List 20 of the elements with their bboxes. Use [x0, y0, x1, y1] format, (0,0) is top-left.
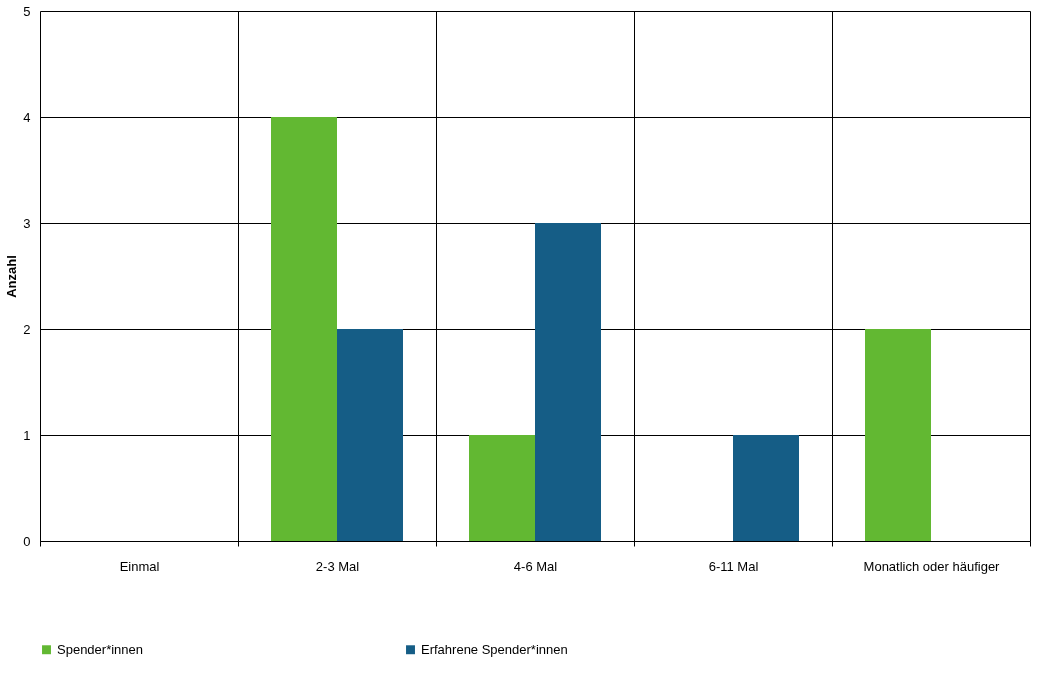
y-tick-label: 0: [23, 533, 31, 549]
x-tick-label: 2-3 Mal: [315, 558, 360, 574]
legend-label: Erfahrene Spender*innen: [421, 641, 568, 657]
bar: [733, 435, 799, 541]
y-axis-title: Anzahl: [4, 255, 20, 298]
legend-label: Spender*innen: [57, 641, 144, 657]
y-tick-label: 2: [23, 321, 31, 337]
x-tick-label: 4-6 Mal: [513, 558, 558, 574]
y-tick-label: 5: [23, 3, 31, 19]
bar: [337, 329, 403, 541]
x-tick-label: Einmal: [119, 558, 160, 574]
bar: [469, 435, 535, 541]
bar: [271, 117, 337, 541]
y-tick-label: 1: [23, 427, 31, 443]
y-tick-label: 4: [23, 109, 31, 125]
y-tick-label: 3: [23, 215, 31, 231]
bar: [865, 329, 931, 541]
bar: [535, 223, 601, 541]
x-tick-label: Monatlich oder häufiger: [863, 558, 1001, 574]
x-tick-label: 6-11 Mal: [708, 558, 759, 574]
